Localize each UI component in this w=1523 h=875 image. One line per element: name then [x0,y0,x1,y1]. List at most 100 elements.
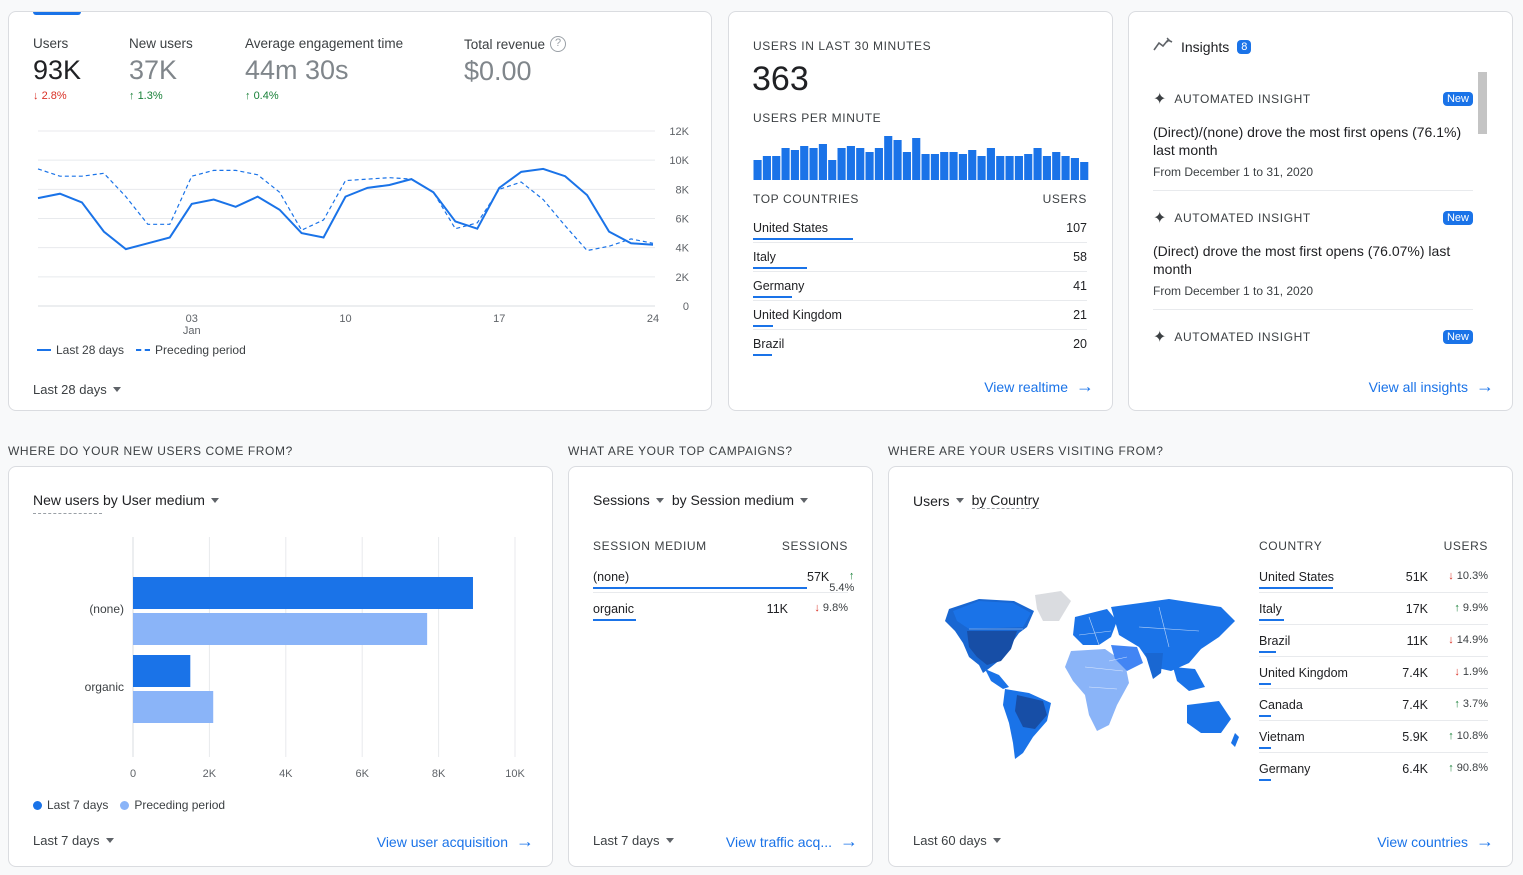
table-row[interactable]: Canada 7.4K ↑ 3.7% [1259,689,1488,721]
date-range-dropdown[interactable]: Last 60 days [913,833,1001,848]
world-map[interactable] [939,587,1239,762]
row-name: (none) [593,570,630,584]
delta-value: 9.8% [822,602,848,614]
insight-item[interactable]: ✦ AUTOMATED INSIGHT New [1153,327,1473,351]
legend-item-previous: Preceding period [136,343,246,357]
map-south-asia [1145,653,1163,679]
row-delta: ↓ 9.8% [788,602,848,614]
minute-bar [1014,156,1023,180]
bar-current[interactable] [133,655,191,687]
table-row[interactable]: Italy 17K ↑ 9.9% [1259,593,1488,625]
minute-bar [949,152,958,180]
row-delta: ↑ 90.8% [1428,762,1488,774]
metric-selector[interactable]: Users [913,492,964,509]
insights-count-badge: 8 [1237,39,1252,54]
arrow-up-icon: ↑ [1454,698,1463,710]
view-realtime-link[interactable]: View realtime → [984,376,1094,397]
delta-value: 14.9% [1456,634,1488,646]
share-bar [593,619,636,621]
metric-new-users[interactable]: New users 37K ↑ 1.3% [129,36,193,102]
name-cell: Brazil [1259,634,1378,653]
date-range-dropdown[interactable]: Last 28 days [33,382,121,397]
dimension-selector[interactable]: New users by User medium [33,492,219,508]
map-europe [1073,609,1117,645]
arrow-up-icon: ↑ [1448,730,1457,742]
date-range-label: Last 7 days [593,833,660,848]
table-row[interactable]: United States 51K ↓ 10.3% [1259,561,1488,593]
delta-value: 9.9% [1462,602,1488,614]
row-value: 11K [766,602,788,616]
col-header-users: USERS [1042,192,1087,206]
insight-item[interactable]: ✦ AUTOMATED INSIGHT New (Direct)/(none) … [1153,89,1473,191]
bar-current[interactable] [133,577,473,609]
category-label: (none) [89,602,124,616]
name-cell: Canada [1259,698,1378,717]
country-cell: Italy [753,250,807,269]
insight-label: AUTOMATED INSIGHT [1174,330,1311,344]
share-bar [753,325,773,327]
legend-item-current: Last 28 days [37,343,124,357]
bar-previous[interactable] [133,613,428,645]
view-traffic-acquisition-link[interactable]: View traffic acq... → [726,831,858,852]
row-value: 6.4K [1402,762,1428,776]
delta-value: 10.8% [1456,730,1488,742]
table-row[interactable]: Vietnam 5.9K ↑ 10.8% [1259,721,1488,753]
name-cell: United States [1259,570,1378,589]
row-delta: ↑ 5.4% [829,570,854,594]
metric-total-revenue[interactable]: Total revenue ? $0.00 [464,36,567,87]
row-name: United States [1259,570,1335,584]
sparkle-icon: ✦ [1153,329,1167,346]
metric-users[interactable]: Users 93K ↓ 2.8% [33,36,81,102]
insight-item[interactable]: ✦ AUTOMATED INSIGHT New (Direct) drove t… [1153,208,1473,310]
help-icon[interactable]: ? [550,36,567,52]
chevron-down-icon [799,497,808,503]
view-user-acquisition-link[interactable]: View user acquisition → [377,831,534,852]
arrow-right-icon: → [1476,831,1494,851]
col-header-country: TOP COUNTRIES [753,192,860,206]
metric-value: 93K [33,55,82,85]
minute-bar [800,146,809,180]
legend-item-current: Last 7 days [33,798,108,812]
minute-bar [930,154,939,180]
arrow-down-icon: ↓ [33,90,39,102]
minute-bar [977,156,986,180]
link-label: View realtime [984,378,1068,395]
series-line-previous [37,168,654,252]
table-row[interactable]: Germany 6.4K ↑ 90.8% [1259,753,1488,785]
bar-previous[interactable] [133,691,214,723]
metric-value: 44m 30s [245,55,349,85]
dimension-selector[interactable]: by Country [971,492,1040,509]
share-bar [753,354,772,356]
dimension-selector[interactable]: by Session medium [672,492,808,508]
minute-bar [753,160,762,180]
x-tick-label: 03 [186,313,198,325]
view-countries-link[interactable]: View countries → [1377,831,1494,852]
row-delta: ↑ 9.9% [1428,602,1488,614]
table-row: United States 107 [753,214,1087,243]
table-row[interactable]: United Kingdom 7.4K ↓ 1.9% [1259,657,1488,689]
metric-engagement-time[interactable]: Average engagement time 44m 30s ↑ 0.4% [245,36,403,102]
insights-scrollbar[interactable] [1478,72,1487,134]
minute-bar [1052,152,1061,180]
date-range-dropdown[interactable]: Last 7 days [593,833,674,848]
minute-bar [1061,156,1070,180]
row-name: Canada [1259,698,1303,712]
map-greenland [1035,591,1071,621]
row-name: Germany [1259,762,1311,776]
date-range-dropdown[interactable]: Last 7 days [33,833,114,848]
selector-row: Users by Country [913,492,1040,509]
metric-selector[interactable]: Sessions [593,492,664,508]
arrow-up-icon: ↑ [1454,602,1463,614]
table-row[interactable]: organic 11K ↓ 9.8% [593,593,848,625]
new-badge: New [1442,211,1473,225]
view-all-insights-link[interactable]: View all insights → [1369,376,1494,397]
y-tick-label: 4K [676,243,690,255]
per-minute-chart [753,136,1089,180]
insights-header: Insights 8 [1153,37,1252,56]
legend-item-previous: Preceding period [120,798,225,812]
map-usa [967,631,1017,665]
table-row[interactable]: Brazil 11K ↓ 14.9% [1259,625,1488,657]
chevron-down-icon [210,497,219,503]
table-row[interactable]: (none) 57K ↑ 5.4% [593,561,854,594]
